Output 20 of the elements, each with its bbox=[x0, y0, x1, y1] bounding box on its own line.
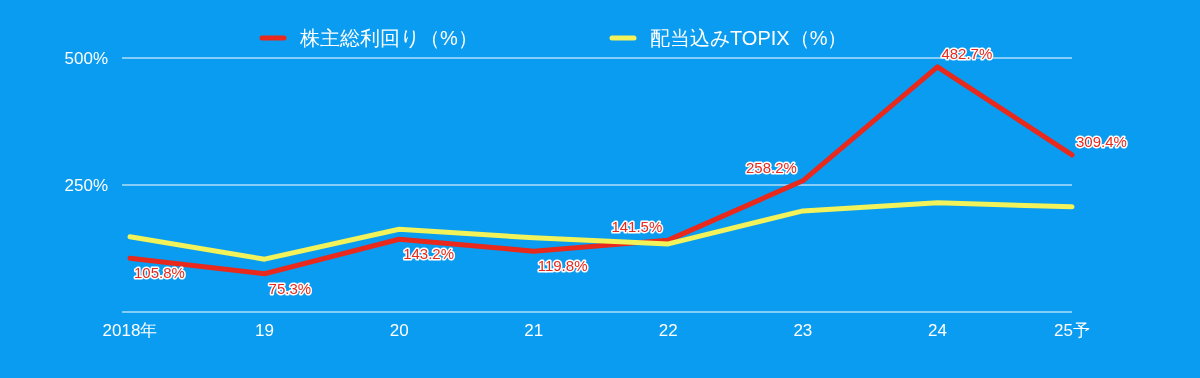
x-tick-label: 22 bbox=[658, 321, 678, 340]
x-tick-label: 23 bbox=[793, 321, 813, 340]
legend-label: 配当込みTOPIX（%） bbox=[650, 27, 848, 49]
x-tick-label: 24 bbox=[927, 321, 947, 340]
data-label: 258.2% bbox=[745, 158, 797, 176]
y-tick-label: 500% bbox=[64, 49, 108, 68]
data-label: 143.2% bbox=[403, 245, 455, 263]
x-tick-label: 2018年 bbox=[102, 321, 158, 340]
y-tick-label: 250% bbox=[64, 176, 108, 195]
data-label: 105.8% bbox=[134, 264, 185, 282]
data-label: 309.4% bbox=[1076, 132, 1127, 150]
data-label: 119.8% bbox=[537, 257, 588, 275]
x-tick-label: 20 bbox=[389, 321, 409, 340]
data-label: 75.3% bbox=[268, 279, 312, 297]
data-label: 141.5% bbox=[611, 218, 663, 236]
x-tick-label: 21 bbox=[524, 321, 544, 340]
x-tick-label: 19 bbox=[255, 321, 275, 340]
data-label: 482.7% bbox=[941, 44, 993, 62]
x-tick-label: 25予 bbox=[1054, 321, 1090, 340]
legend-label: 株主総利回り（%） bbox=[299, 27, 478, 49]
